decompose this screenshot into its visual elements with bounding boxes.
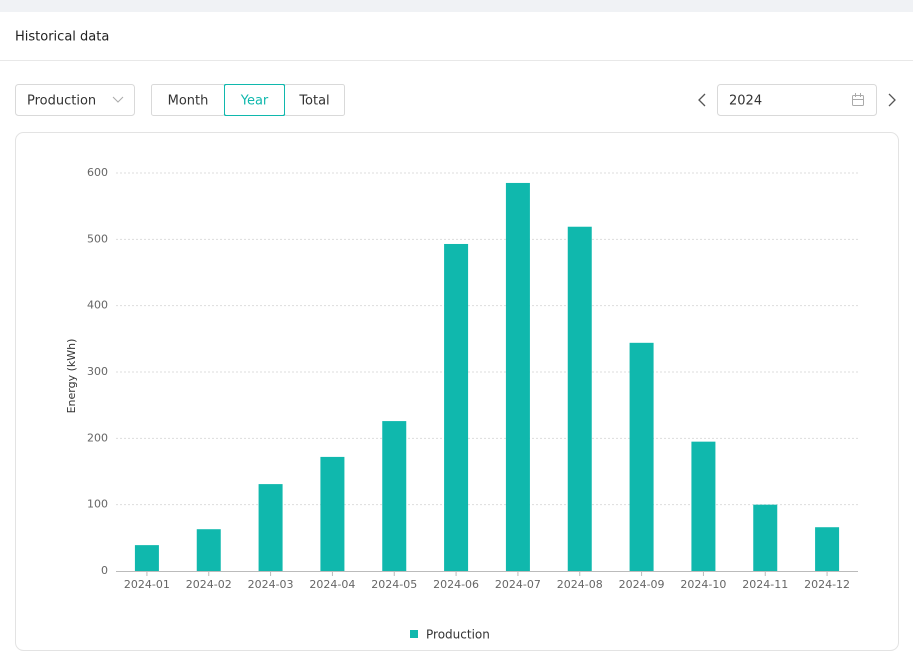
page-title: Historical data (15, 30, 109, 45)
tab-label[interactable]: Year (240, 94, 269, 109)
select-box[interactable] (15, 84, 135, 116)
tab-label[interactable]: Total (298, 94, 329, 109)
x-tick-label: 2024-12 (804, 578, 850, 591)
select-value[interactable]: Production (27, 94, 96, 109)
tab-active-border (224, 84, 285, 116)
calendar-icon (852, 93, 864, 106)
year-value[interactable]: 2024 (729, 94, 762, 109)
y-tick-label: 400 (87, 299, 108, 312)
x-tick-label: 2024-09 (619, 578, 665, 591)
prev-year[interactable] (698, 93, 706, 107)
legend-swatch (410, 630, 418, 638)
bar (567, 226, 592, 572)
y-tick-label: 0 (101, 564, 108, 577)
x-tick-label: 2024-10 (680, 578, 726, 591)
x-tick-label: 2024-06 (433, 578, 479, 591)
tab-label[interactable]: Month (168, 94, 209, 109)
next-year[interactable] (888, 93, 896, 107)
y-tick-label: 100 (87, 498, 108, 511)
x-tick-label: 2024-08 (557, 578, 603, 591)
bar (753, 504, 778, 571)
year-input[interactable] (717, 84, 877, 116)
x-tick-label: 2024-02 (186, 578, 232, 591)
x-tick-label: 2024-01 (124, 578, 170, 591)
bar (691, 441, 716, 571)
x-tick-label: 2024-11 (742, 578, 788, 591)
bar (505, 182, 530, 571)
bar (320, 456, 345, 571)
bar (629, 342, 654, 571)
metric-select[interactable]: Production (15, 84, 135, 116)
bar (196, 529, 221, 571)
x-tick-label: 2024-04 (309, 578, 355, 591)
bar (134, 545, 159, 571)
x-tick-label: 2024-03 (248, 578, 294, 591)
bar (382, 421, 407, 571)
select-arrow (112, 96, 124, 103)
bar (444, 243, 469, 571)
bar (258, 484, 283, 571)
y-axis-label: Energy (kWh) (65, 339, 78, 414)
y-tick-label: 500 (87, 232, 108, 245)
top-strip (0, 0, 913, 12)
bar (815, 527, 840, 571)
x-tick-label: 2024-07 (495, 578, 541, 591)
y-tick-label: 200 (87, 431, 108, 444)
x-tick-label: 2024-05 (371, 578, 417, 591)
legend-label: Production (426, 628, 490, 642)
y-tick-label: 300 (87, 365, 108, 378)
y-tick-label: 600 (87, 166, 108, 179)
